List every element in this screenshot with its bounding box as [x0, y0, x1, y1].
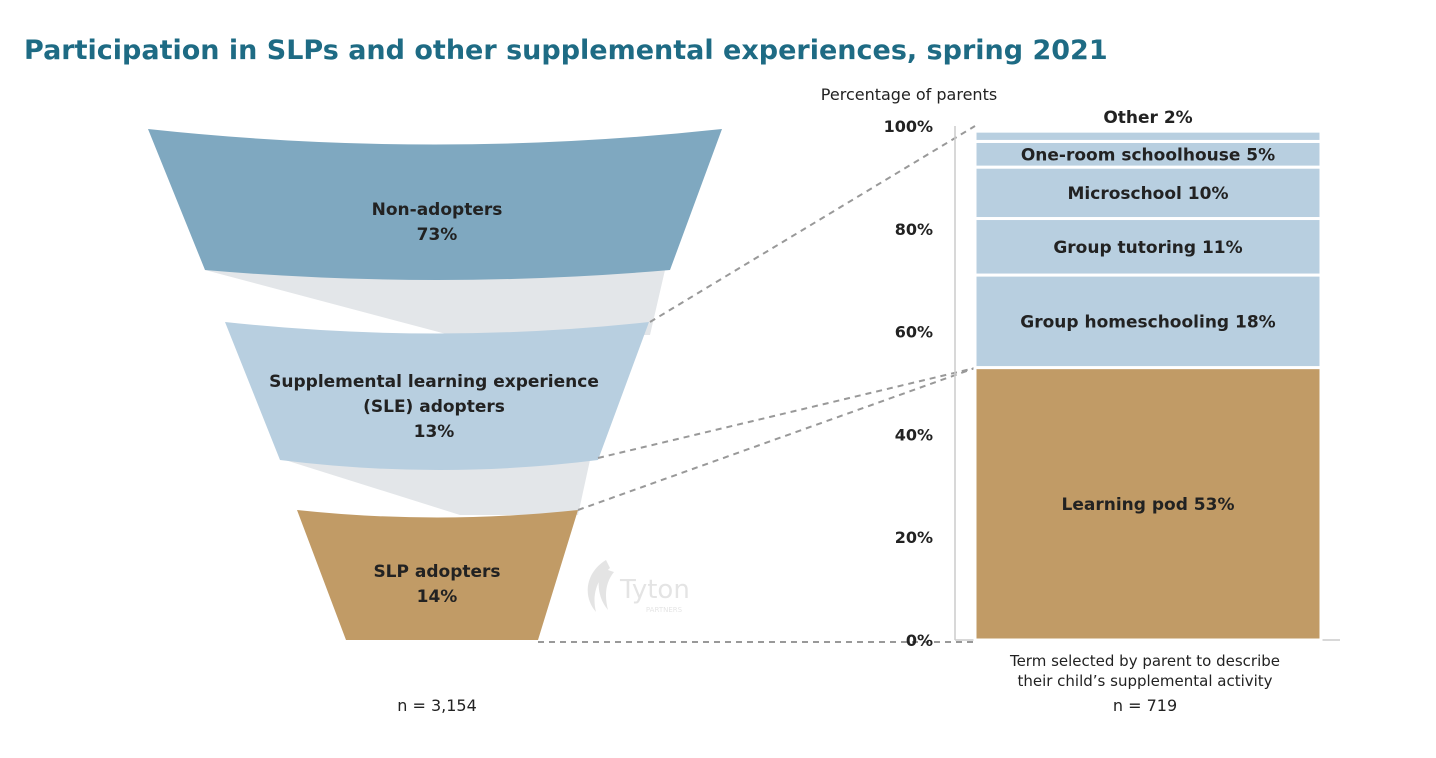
funnel-label-non-adopters: Non-adopters — [372, 200, 503, 220]
funnel-value-non-adopters: 73% — [417, 225, 458, 245]
bar-segment-learning-pod — [973, 366, 1323, 642]
y-tick-label: 80% — [895, 220, 933, 239]
bar-segment-label: Group tutoring 11% — [1053, 238, 1242, 258]
bar-segment-label: Group homeschooling 18% — [1020, 312, 1275, 332]
bar-n-label: n = 719 — [1113, 696, 1177, 715]
funnel-label-sle-adopters-line1: Supplemental learning experience — [269, 372, 599, 392]
funnel-gap-upper — [205, 270, 665, 335]
connector-sle-top — [649, 125, 976, 323]
funnel-stage-slp-adopters — [297, 510, 578, 640]
x-axis-label-line1: Term selected by parent to describe — [1009, 652, 1280, 670]
bar-segment-label: Other 2% — [1103, 108, 1192, 128]
y-tick-label: 60% — [895, 323, 933, 342]
tyton-wing-icon — [587, 560, 614, 612]
y-tick-label: 20% — [895, 528, 933, 547]
y-axis-ticks: 0% 20% 40% 60% 80% 100% — [884, 117, 933, 650]
chart-title: Participation in SLPs and other suppleme… — [24, 35, 1108, 66]
tyton-watermark-brand: Tyton — [619, 575, 690, 605]
funnel-stage-non-adopters — [148, 129, 722, 280]
funnel-gap-lower — [285, 460, 590, 515]
stacked-bar-labels: Learning pod 53% Group homeschooling 18% G… — [1020, 108, 1275, 515]
tyton-logo: Tyton PARTNERS — [587, 560, 690, 614]
funnel-label-slp-adopters: SLP adopters — [373, 562, 500, 582]
stacked-bar — [973, 129, 1323, 642]
bar-segment-group-tutoring — [973, 217, 1323, 277]
y-tick-label: 100% — [884, 117, 933, 136]
bar-segment-label: Microschool 10% — [1068, 184, 1229, 204]
funnel-stage-sle-adopters — [225, 322, 649, 470]
funnel-label-sle-adopters-line2: (SLE) adopters — [363, 397, 505, 417]
bar-segment-microschool — [973, 165, 1323, 221]
funnel-value-slp-adopters: 14% — [417, 587, 458, 607]
bar-segment-label: Learning pod 53% — [1062, 495, 1235, 515]
bar-segment-one-room-schoolhouse — [973, 139, 1323, 169]
funnel-n-label: n = 3,154 — [397, 696, 477, 715]
x-axis-label-line2: their child’s supplemental activity — [1017, 672, 1272, 690]
y-tick-label: 40% — [895, 425, 933, 444]
bar-segment-label: One-room schoolhouse 5% — [1021, 145, 1275, 165]
connector-slp-top — [577, 367, 976, 511]
y-tick-label: 0% — [906, 631, 933, 650]
y-axis-title: Percentage of parents — [821, 85, 997, 104]
connector-sle-bottom — [597, 367, 976, 459]
tyton-watermark-sub: PARTNERS — [646, 606, 683, 614]
bar-segment-other — [973, 129, 1323, 143]
funnel-value-sle-adopters: 13% — [414, 422, 455, 442]
bar-segment-group-homeschooling — [973, 273, 1323, 370]
